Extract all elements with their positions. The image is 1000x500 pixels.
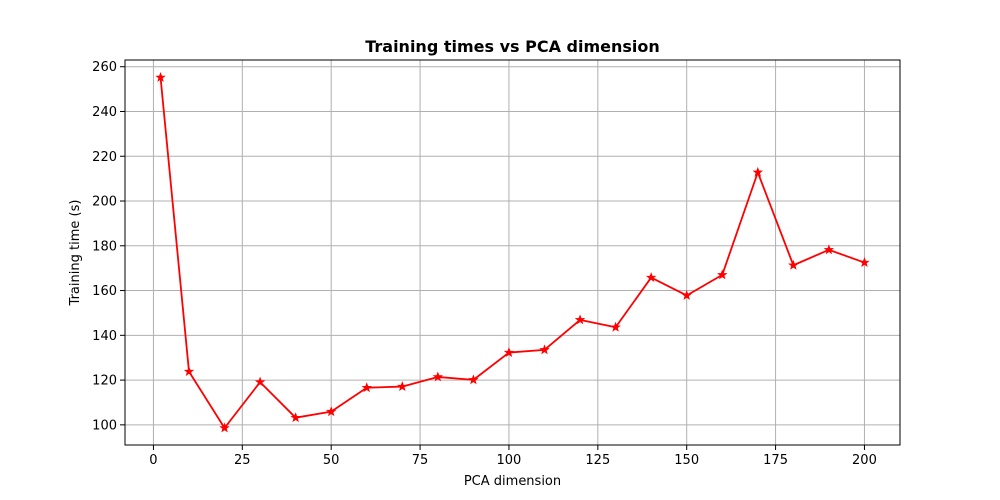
data-point-marker [823, 244, 835, 255]
y-tick-label: 240 [92, 105, 117, 120]
series-layer [155, 72, 870, 433]
data-point-marker [752, 166, 763, 177]
axis-ticks: 0 25 50 75 100 125 150 175 200 100 120 140 160 180 200… [92, 60, 877, 468]
data-point-marker [503, 347, 515, 357]
x-tick-label: 200 [852, 453, 877, 468]
data-point-marker [361, 382, 372, 393]
data-point-marker [254, 376, 266, 387]
data-point-marker [290, 412, 301, 423]
data-point-marker [432, 371, 444, 382]
data-point-marker [183, 366, 195, 376]
data-point-marker [155, 72, 166, 82]
x-tick-label: 0 [149, 453, 157, 468]
data-point-marker [645, 272, 657, 282]
x-tick-label: 125 [585, 453, 610, 468]
y-tick-label: 200 [92, 195, 117, 210]
x-tick-label: 175 [763, 453, 788, 468]
y-tick-label: 100 [92, 418, 117, 433]
data-point-marker [681, 290, 692, 300]
y-tick-label: 180 [92, 239, 117, 254]
chart-title: Training times vs PCA dimension [365, 37, 660, 56]
y-tick-label: 120 [92, 374, 117, 389]
x-tick-label: 75 [412, 453, 429, 468]
data-point-marker [539, 344, 550, 355]
x-tick-label: 150 [674, 453, 699, 468]
data-point-marker [574, 314, 586, 325]
y-tick-label: 220 [92, 150, 117, 165]
data-point-marker [219, 422, 230, 433]
data-point-marker [610, 321, 621, 332]
data-point-marker [788, 259, 799, 270]
x-tick-label: 100 [497, 453, 522, 468]
data-point-marker [859, 257, 870, 267]
data-point-marker [717, 269, 728, 280]
y-tick-label: 160 [92, 284, 117, 299]
y-tick-label: 140 [92, 329, 117, 344]
data-point-marker [326, 406, 337, 417]
data-point-marker [468, 374, 479, 385]
x-tick-label: 25 [234, 453, 251, 468]
y-tick-label: 260 [92, 60, 117, 75]
y-axis-label: Training time (s) [68, 200, 83, 307]
x-axis-label: PCA dimension [464, 474, 561, 489]
data-point-marker [397, 381, 408, 391]
plot-area-frame [124, 59, 901, 446]
x-tick-label: 50 [323, 453, 340, 468]
grid [125, 60, 900, 445]
